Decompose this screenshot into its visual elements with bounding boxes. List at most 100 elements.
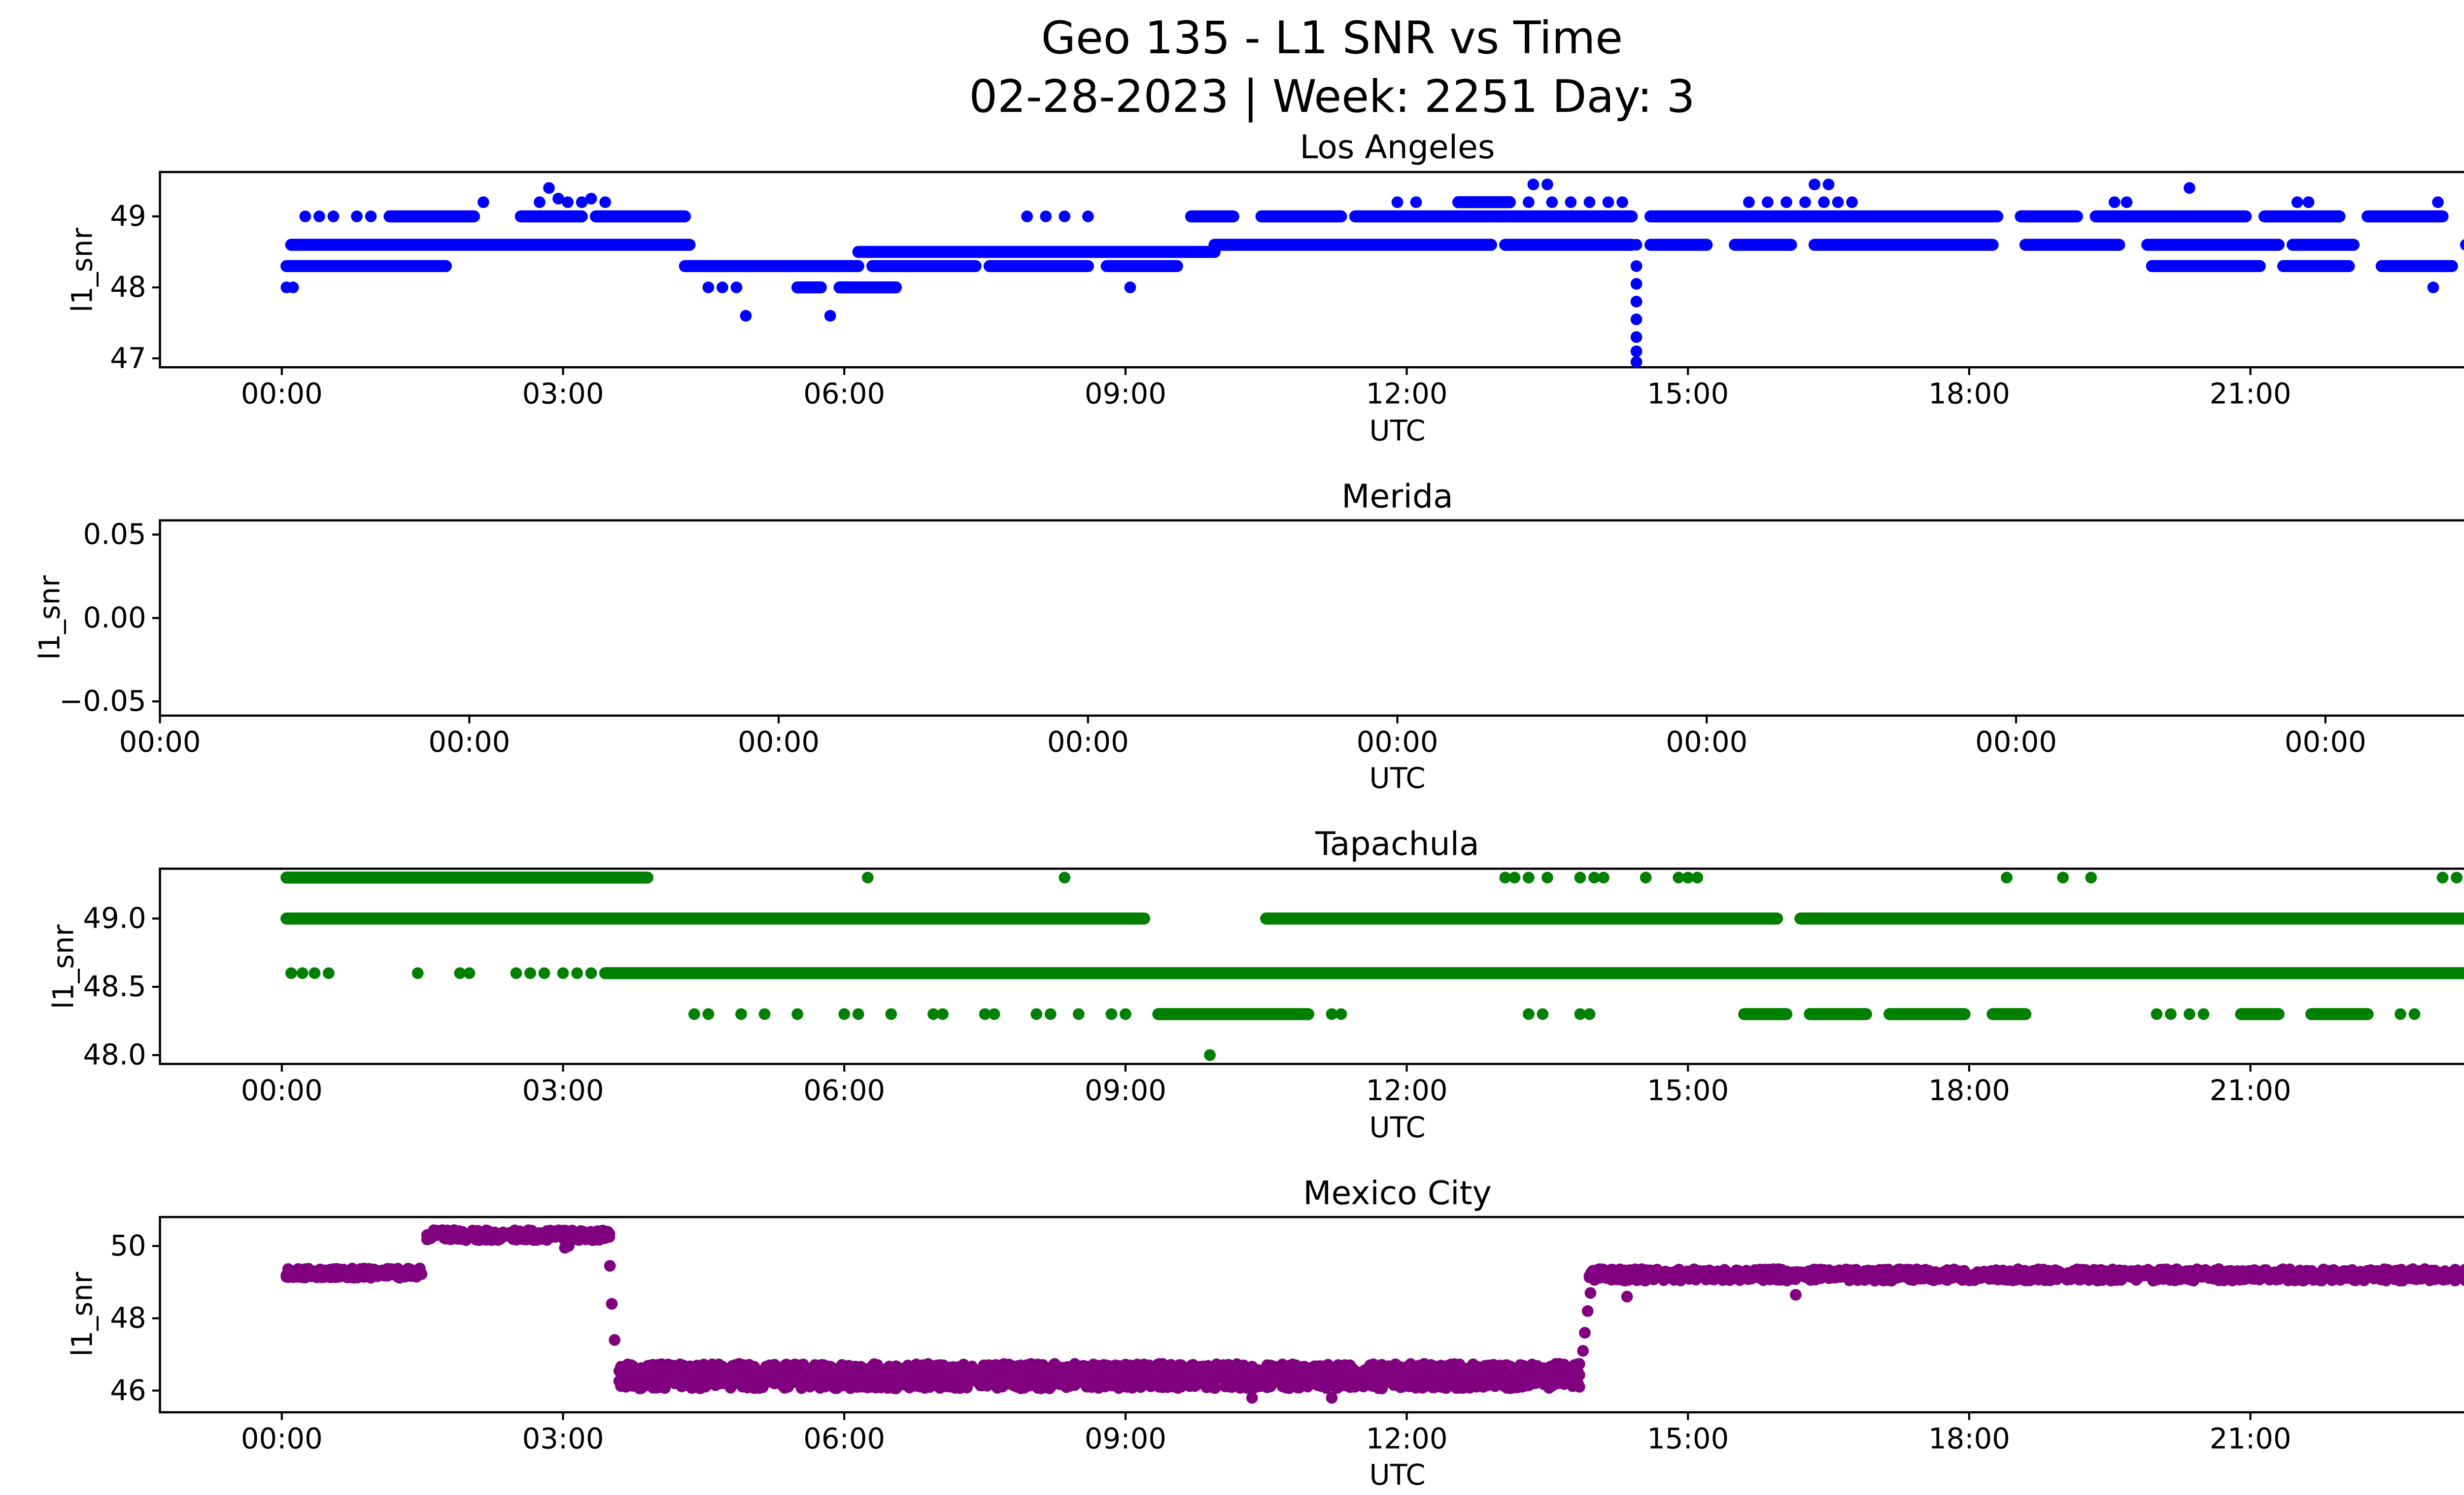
scatter-point — [1584, 1287, 1597, 1299]
y-tick-label: 48.5 — [83, 970, 146, 1003]
scatter-point — [604, 1260, 616, 1272]
x-tick-label: 09:00 — [1085, 1422, 1166, 1455]
x-tick-label: 21:00 — [2210, 1422, 2292, 1455]
x-axis-label-4: UTC — [1369, 1459, 1426, 1492]
x-tick-label: 18:00 — [1928, 1074, 2010, 1107]
scatter-point — [524, 967, 536, 979]
scatter-point — [735, 1008, 747, 1020]
scatter-point — [2463, 1269, 2464, 1277]
x-tick-label: 00:00 — [1357, 726, 1438, 759]
x-tick-label: 12:00 — [1366, 377, 1448, 410]
scatter-point — [743, 1358, 755, 1371]
scatter-point — [1326, 1392, 1338, 1404]
scatter-point — [2427, 281, 2439, 293]
scatter-point — [1261, 1359, 1273, 1371]
x-tick-label: 21:00 — [2210, 377, 2292, 410]
axes-frame — [159, 868, 2464, 1065]
x-tick-label: 06:00 — [803, 377, 885, 410]
scatter-point — [1246, 1392, 1258, 1404]
scatter-point — [543, 182, 555, 194]
x-tick-label: 15:00 — [1647, 377, 1729, 410]
scatter-point — [1574, 1369, 1585, 1381]
x-tick-label: 18:00 — [1928, 377, 2010, 410]
scatter-point — [1630, 260, 1643, 272]
scatter-point — [308, 967, 321, 979]
y-tick-label: 48 — [110, 1302, 146, 1335]
scatter-point — [735, 1358, 747, 1371]
y-axis-label-1: l1_snr — [66, 227, 99, 312]
x-axis-label-2: UTC — [1369, 762, 1426, 795]
scatter-point — [1673, 871, 1685, 884]
scatter-point — [2395, 1008, 2406, 1020]
scatter-point — [2184, 1008, 2195, 1020]
subplot-title-tapachula: Tapachula — [1315, 826, 1479, 864]
x-tick-label: 12:00 — [1366, 1074, 1448, 1107]
y-axis-label-2: l1_snr — [34, 575, 67, 661]
scatter-point — [1846, 196, 1858, 209]
x-tick-label: 00:00 — [1975, 726, 2057, 759]
scatter-point — [1241, 1381, 1253, 1393]
x-tick-label: 00:00 — [241, 1074, 323, 1107]
scatter-point — [576, 196, 588, 209]
y-tick-label: 50 — [110, 1229, 146, 1262]
y-tick-label: 49.0 — [83, 902, 146, 935]
scatter-point — [299, 210, 311, 222]
scatter-point — [1326, 1008, 1338, 1020]
scatter-point — [839, 1362, 852, 1375]
scatter-point — [571, 967, 583, 979]
scatter-point — [2001, 871, 2013, 884]
scatter-point — [1565, 196, 1577, 209]
scatter-point — [1790, 1288, 1802, 1301]
scatter-point — [1630, 295, 1643, 308]
scatter-point — [415, 1268, 428, 1280]
scatter-point — [1339, 1359, 1351, 1371]
scatter-point — [937, 1008, 949, 1020]
scatter-point — [552, 193, 564, 205]
x-tick-label: 09:00 — [1085, 1074, 1166, 1107]
scatter-point — [1059, 210, 1071, 222]
scatter-point — [717, 281, 728, 293]
scatter-point — [1588, 871, 1600, 884]
scatter-point — [730, 281, 743, 293]
x-tick-label: 03:00 — [522, 1422, 604, 1455]
scatter-point — [1630, 345, 1643, 357]
scatter-point — [861, 871, 874, 884]
scatter-point — [653, 1381, 666, 1393]
scatter-point — [979, 1008, 991, 1020]
scatter-point — [688, 1008, 700, 1020]
scatter-point — [1165, 1358, 1177, 1371]
scatter-point — [454, 967, 466, 979]
scatter-point — [2291, 196, 2303, 209]
scatter-point — [2108, 196, 2121, 209]
scatter-point — [1541, 178, 1553, 191]
scatter-point — [1574, 871, 1586, 884]
x-tick-label: 09:00 — [1085, 377, 1166, 410]
scatter-point — [2184, 182, 2195, 194]
scatter-point — [2432, 196, 2444, 209]
scatter-point — [1541, 871, 1553, 884]
scatter-point — [585, 967, 597, 979]
axes-frame — [159, 171, 2464, 369]
scatter-point — [1583, 1008, 1596, 1020]
y-axis-label-4: l1_snr — [66, 1272, 99, 1357]
figure-title-line-2: 02-28-2023 | Week: 2251 Day: 3 — [969, 72, 1695, 124]
x-tick-label: 00:00 — [119, 726, 201, 759]
x-axis-label-1: UTC — [1369, 414, 1426, 447]
scatter-point — [838, 1008, 851, 1020]
scatter-point — [411, 967, 424, 979]
scatter-point — [606, 1298, 618, 1310]
scatter-point — [2151, 1008, 2163, 1020]
scatter-point — [534, 196, 546, 209]
subplot-title-merida: Merida — [1341, 477, 1453, 516]
scatter-point — [1040, 210, 1052, 222]
y-axis-label-3: l1_snr — [47, 924, 80, 1009]
scatter-point — [2197, 1008, 2210, 1020]
scatter-point — [758, 1008, 771, 1020]
scatter-point — [890, 1360, 902, 1372]
x-tick-label: 03:00 — [522, 377, 604, 410]
x-tick-label: 00:00 — [1047, 726, 1129, 759]
scatter-point — [1499, 871, 1511, 884]
x-tick-label: 00:00 — [1666, 726, 1747, 759]
scatter-point — [1327, 1378, 1339, 1391]
scatter-point — [1105, 1008, 1118, 1020]
